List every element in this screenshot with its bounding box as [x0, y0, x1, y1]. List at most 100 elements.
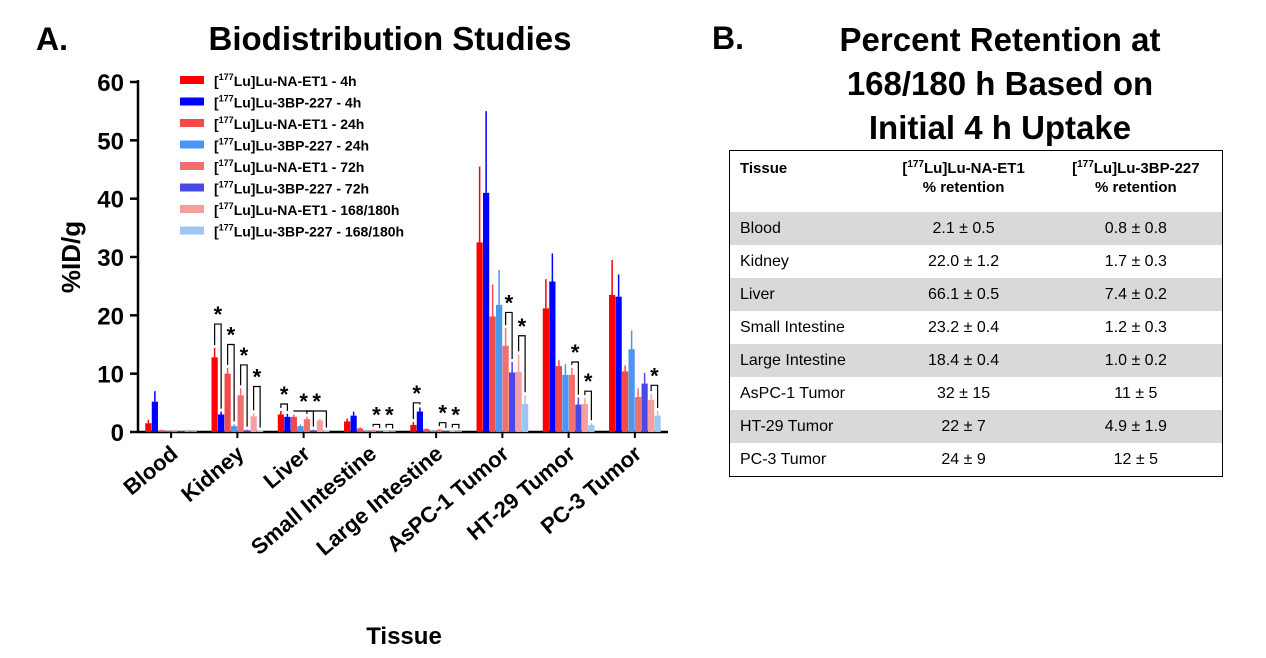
bar — [224, 373, 231, 432]
significance-bracket — [293, 410, 314, 427]
cell-na-et1: 24 ± 9 — [941, 450, 986, 468]
significance-star: * — [312, 389, 321, 414]
bar — [654, 415, 661, 432]
significance-star: * — [299, 389, 308, 414]
table-row: AsPC-1 Tumor 32 ± 15 11 ± 5 — [730, 377, 1223, 410]
cell-tissue: Kidney — [740, 252, 789, 270]
significance-bracket — [505, 311, 513, 359]
cell-tissue: Small Intestine — [740, 318, 845, 336]
bar — [575, 404, 582, 432]
significance-star: * — [240, 343, 249, 368]
bar — [483, 192, 490, 432]
cell-bp227: 7.4 ± 0.2 — [1049, 278, 1223, 311]
significance-bracket — [451, 423, 460, 429]
bar — [588, 425, 595, 432]
bar — [449, 430, 456, 432]
bar — [344, 421, 351, 432]
bar — [350, 415, 357, 432]
x-tick-label: Kidney — [176, 440, 249, 507]
cell-tissue: HT-29 Tumor — [729, 410, 878, 443]
significance-star: * — [214, 302, 223, 327]
table-body: Blood 2.1 ± 0.5 0.8 ± 0.8 Kidney 22.0 ± 1.2… — [729, 212, 1223, 477]
legend-swatch — [180, 119, 204, 127]
cell-tissue: Liver — [729, 278, 878, 311]
significance-bracket — [227, 343, 235, 422]
bar — [370, 430, 377, 432]
panel-b-title-line-2: 168/180 h Based on — [846, 65, 1154, 102]
bar — [257, 430, 264, 432]
header-bp227-pre: [ — [1072, 160, 1078, 177]
table-row: HT-29 Tumor 22 ± 7 4.9 ± 1.9 — [729, 410, 1223, 443]
cell-bp227: 12 ± 5 — [1113, 450, 1159, 468]
bar — [310, 430, 317, 432]
biodistribution-chart: A. Biodistribution Studies 0 10 20 30 40 50 60 %I… — [36, 20, 668, 650]
bar — [436, 429, 443, 432]
bar — [410, 425, 417, 432]
bar — [244, 430, 251, 432]
legend-swatch — [180, 140, 204, 149]
y-tick-label: 50 — [97, 128, 124, 155]
bar — [522, 404, 529, 432]
bar — [151, 401, 158, 432]
significance-bracket — [438, 422, 447, 429]
panel-b-title-line-1: Percent Retention at — [839, 21, 1161, 58]
legend-label: [177Lu]Lu-3BP-227 - 72h — [214, 180, 369, 197]
legend-swatch — [180, 162, 204, 170]
bar — [323, 430, 330, 432]
cell-bp227: 1.2 ± 0.3 — [1104, 318, 1167, 336]
x-axis-label: Tissue — [366, 623, 442, 650]
cell-na-et1: 2.1 ± 0.5 — [877, 212, 1050, 245]
bar — [290, 416, 297, 432]
bar — [489, 316, 496, 432]
cell-na-et1: 23.2 ± 0.4 — [928, 318, 1000, 336]
bar — [509, 372, 516, 432]
header-na-et1-pre: [ — [902, 160, 908, 177]
significance-star: * — [571, 340, 580, 365]
bar — [237, 395, 244, 432]
y-axis-label: %ID/g — [56, 221, 86, 293]
panel-b-letter: B. — [712, 20, 744, 56]
panel-a-letter: A. — [36, 21, 68, 57]
cell-na-et1: 32 ± 15 — [936, 384, 991, 402]
table-row: Kidney 22.0 ± 1.2 1.7 ± 0.3 — [730, 245, 1223, 278]
chart-title: Biodistribution Studies — [209, 20, 572, 57]
bar — [231, 426, 238, 432]
bar — [581, 404, 588, 432]
bar — [568, 374, 575, 432]
significance-star: * — [438, 401, 447, 426]
cell-tissue: Blood — [729, 212, 878, 245]
bar — [423, 429, 430, 432]
header-na-et1-line2: % retention — [922, 179, 1005, 196]
table-row: Small Intestine 23.2 ± 0.4 1.2 ± 0.3 — [730, 311, 1223, 344]
significance-bracket — [240, 364, 248, 427]
legend-swatch — [180, 76, 204, 84]
header-na-et1-sup: 177 — [907, 159, 924, 170]
header-bp227: [177Lu]Lu-3BP-227 % retention — [1050, 151, 1223, 213]
bar — [476, 242, 483, 432]
header-bp227-line2: % retention — [1095, 179, 1177, 196]
bar — [277, 414, 284, 432]
bar — [316, 420, 323, 432]
bar — [164, 431, 171, 432]
significance-star: * — [505, 290, 514, 315]
bar — [184, 431, 191, 432]
significance-star: * — [584, 369, 593, 394]
x-tick-label: Liver — [258, 440, 315, 493]
y-tick-label: 30 — [97, 245, 124, 272]
bar — [615, 296, 622, 432]
bar — [622, 371, 629, 432]
bar — [303, 419, 310, 432]
bar — [376, 431, 383, 432]
bar — [609, 294, 616, 432]
significance-bracket — [214, 323, 222, 409]
bar — [515, 371, 522, 432]
y-tick-label: 60 — [97, 70, 124, 97]
cell-tissue: PC-3 Tumor — [740, 450, 827, 468]
cell-bp227: 4.9 ± 1.9 — [1049, 410, 1223, 443]
y-tick-label: 0 — [111, 420, 124, 447]
bar — [145, 423, 152, 432]
table-row: PC-3 Tumor 24 ± 9 12 ± 5 — [730, 443, 1223, 477]
significance-bracket — [571, 361, 579, 395]
header-tissue-label: Tissue — [740, 160, 788, 177]
cell-bp227: 1.0 ± 0.2 — [1049, 344, 1223, 377]
